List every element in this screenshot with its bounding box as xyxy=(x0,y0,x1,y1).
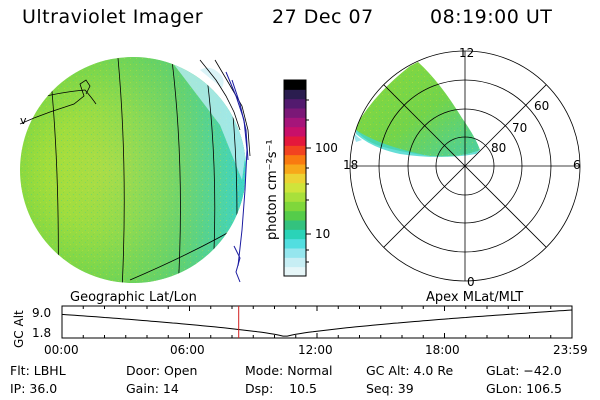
timeline-y-tick-high: 9.0 xyxy=(32,306,52,320)
footer-seq: Seq: 39 xyxy=(366,381,414,396)
coast-marker: v xyxy=(20,114,27,127)
date-label: 27 Dec 07 xyxy=(272,6,374,28)
colorbar-swatch xyxy=(284,248,306,258)
colorbar xyxy=(283,79,307,277)
colorbar-swatch xyxy=(284,266,306,277)
time-label: 08:19:00 UT xyxy=(430,6,553,28)
mlat-label-60: 60 xyxy=(534,99,550,113)
mlt-label-0: 0 xyxy=(467,275,475,289)
colorbar-swatch xyxy=(284,108,306,118)
instrument-title: Ultraviolet Imager xyxy=(22,6,204,28)
footer-gain: Gain: 14 xyxy=(126,381,179,396)
earth-disk-image xyxy=(20,57,246,283)
right-panel-label: Apex MLat/MLT xyxy=(426,290,524,305)
footer-glat: GLat: −42.0 xyxy=(486,363,562,378)
timeline-y-label: GC Alt xyxy=(12,310,26,348)
mlt-label-6: 6 xyxy=(573,158,581,172)
colorbar-swatch xyxy=(284,182,306,193)
mlt-label-12: 12 xyxy=(459,46,475,60)
colorbar-swatch xyxy=(284,145,306,156)
colorbar-swatch xyxy=(284,229,306,240)
colorbar-swatch xyxy=(284,201,306,212)
mlat-label-70: 70 xyxy=(512,121,528,135)
coastline-blue xyxy=(225,71,249,283)
colorbar-swatch xyxy=(284,238,306,249)
timeline-y-tick-low: 1.8 xyxy=(32,326,52,340)
colorbar-swatch xyxy=(284,154,306,165)
footer-door: Door: Open xyxy=(126,363,198,378)
colorbar-swatch xyxy=(284,126,306,137)
timeline-plot xyxy=(61,305,573,339)
footer-filter: Flt: LBHL xyxy=(10,363,66,378)
timeline-x-tick-12: 12:00 xyxy=(298,343,333,357)
timeline-x-tick-6: 06:00 xyxy=(170,343,205,357)
timeline-x-tick-0: 00:00 xyxy=(44,343,79,357)
timeline-x-tick-24: 23:59 xyxy=(553,343,588,357)
altitude-curve xyxy=(61,309,573,337)
footer-gc-alt: GC Alt: 4.0 Re xyxy=(366,363,454,378)
colorbar-swatch xyxy=(284,89,306,100)
coastline-outline xyxy=(19,59,251,157)
mlt-label-18: 18 xyxy=(343,158,359,172)
colorbar-swatch xyxy=(284,257,306,268)
polar-grid xyxy=(349,50,581,282)
colorbar-ticks xyxy=(306,99,311,263)
footer-ip: IP: 36.0 xyxy=(10,381,58,396)
colorbar-tick-10: 10 xyxy=(315,227,331,241)
colorbar-swatch xyxy=(284,98,306,109)
colorbar-tick-100: 100 xyxy=(315,141,338,155)
colorbar-swatch xyxy=(284,210,306,221)
left-panel-label: Geographic Lat/Lon xyxy=(70,290,197,305)
colorbar-swatch xyxy=(284,136,306,146)
mlat-label-80: 80 xyxy=(491,141,507,155)
colorbar-swatch xyxy=(284,80,306,90)
polar-auroral-image xyxy=(350,62,480,157)
footer-dsp: Dsp: 10.5 xyxy=(245,381,318,396)
colorbar-swatch xyxy=(284,220,306,230)
colorbar-unit-label: photon cm⁻²s⁻¹ xyxy=(265,139,280,240)
colorbar-swatch xyxy=(284,117,306,128)
timeline-x-tick-18: 18:00 xyxy=(425,343,460,357)
colorbar-swatch xyxy=(284,173,306,184)
colorbar-swatch xyxy=(284,192,306,202)
footer-glon: GLon: 106.5 xyxy=(486,381,562,396)
footer-mode: Mode: Normal xyxy=(245,363,333,378)
colorbar-swatch xyxy=(284,164,306,174)
